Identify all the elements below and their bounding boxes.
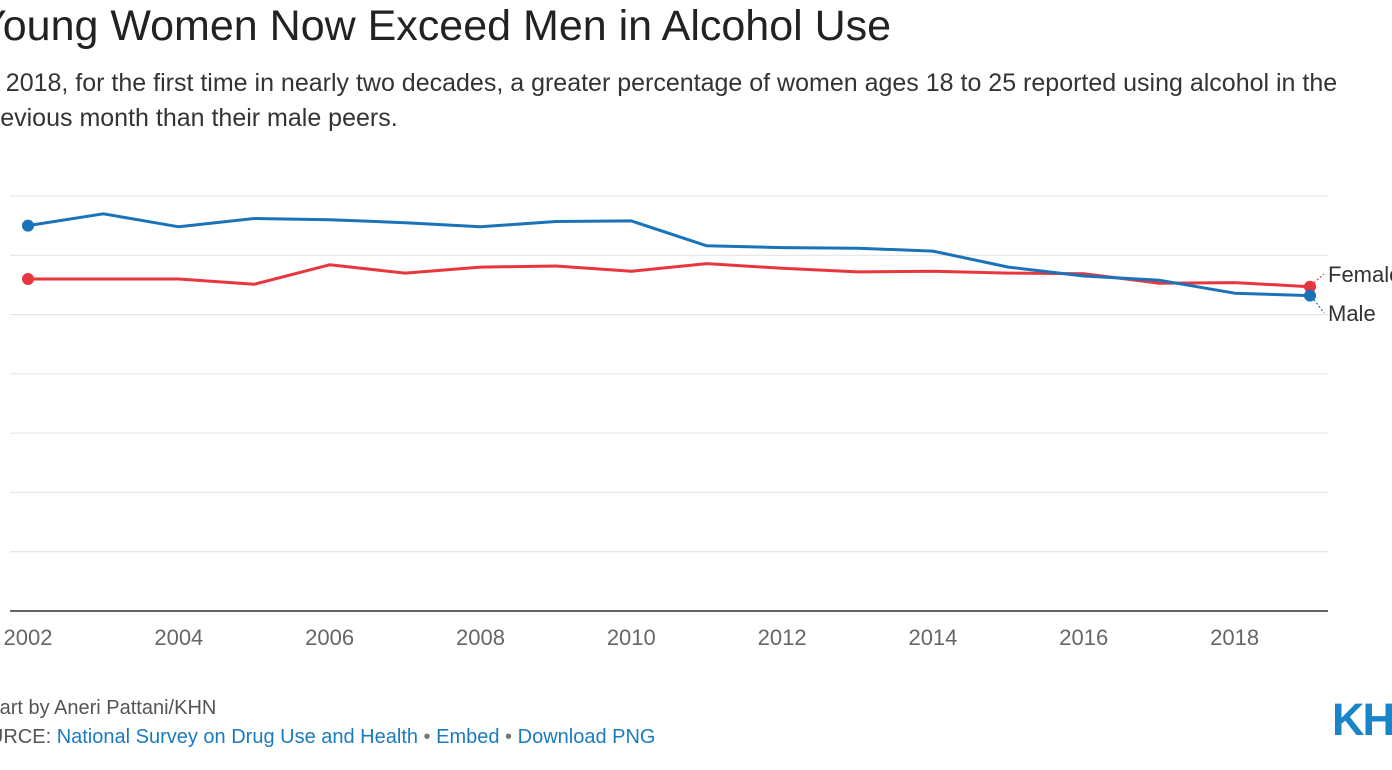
series-label-connector xyxy=(1313,299,1325,314)
series-label-male: Male xyxy=(1328,301,1376,326)
separator-dot: • xyxy=(499,726,518,748)
x-tick-label: 2014 xyxy=(908,625,957,650)
series-label-female: Female xyxy=(1328,262,1392,287)
chart-title: Young Women Now Exceed Men in Alcohol Us… xyxy=(0,2,892,50)
embed-link[interactable]: Embed xyxy=(436,726,500,748)
separator-dot: • xyxy=(418,726,437,748)
series-end-point-male xyxy=(1304,289,1316,302)
source-label: SOURCE: xyxy=(0,726,52,748)
x-tick-label: 2012 xyxy=(758,625,807,650)
series-line-male xyxy=(26,212,1312,298)
chart-credit: Chart by Aneri Pattani/KHN xyxy=(0,697,217,719)
x-tick-label: 2004 xyxy=(154,625,203,650)
x-tick-label: 2002 xyxy=(4,625,53,650)
source-link[interactable]: National Survey on Drug Use and Health xyxy=(56,726,418,748)
x-tick-label: 2016 xyxy=(1059,625,1108,650)
series-label-connector xyxy=(1313,273,1325,284)
source-line: SOURCE: National Survey on Drug Use and … xyxy=(0,726,655,749)
chart-subtitle: In 2018, for the first time in nearly tw… xyxy=(0,69,1338,132)
x-tick-label: 2006 xyxy=(305,625,354,650)
series-line-female xyxy=(26,262,1312,289)
series-end-point-female xyxy=(1304,280,1316,293)
download-png-link[interactable]: Download PNG xyxy=(517,726,656,748)
series-start-point-female xyxy=(22,273,34,285)
line-chart: 2002 2004 2006 2008 2010 2012 2014 2016 2018 Fema… xyxy=(4,195,1392,650)
x-tick-label: 2010 xyxy=(607,625,656,650)
x-tick-label: 2018 xyxy=(1210,625,1259,650)
khn-logo[interactable]: KHN xyxy=(1332,694,1392,745)
series-start-point-male xyxy=(22,219,34,232)
x-tick-label: 2008 xyxy=(456,625,505,650)
